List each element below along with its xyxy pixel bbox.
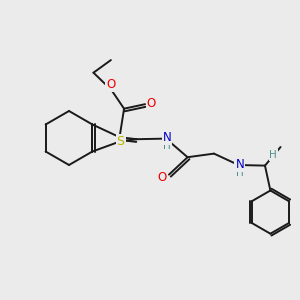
Text: S: S [117,135,124,148]
Text: N: N [236,158,244,171]
Text: H: H [163,141,171,152]
Text: O: O [158,170,167,184]
Text: H: H [269,150,277,160]
Text: O: O [146,97,156,110]
Text: N: N [163,131,172,144]
Text: H: H [236,168,244,178]
Text: O: O [106,78,115,91]
